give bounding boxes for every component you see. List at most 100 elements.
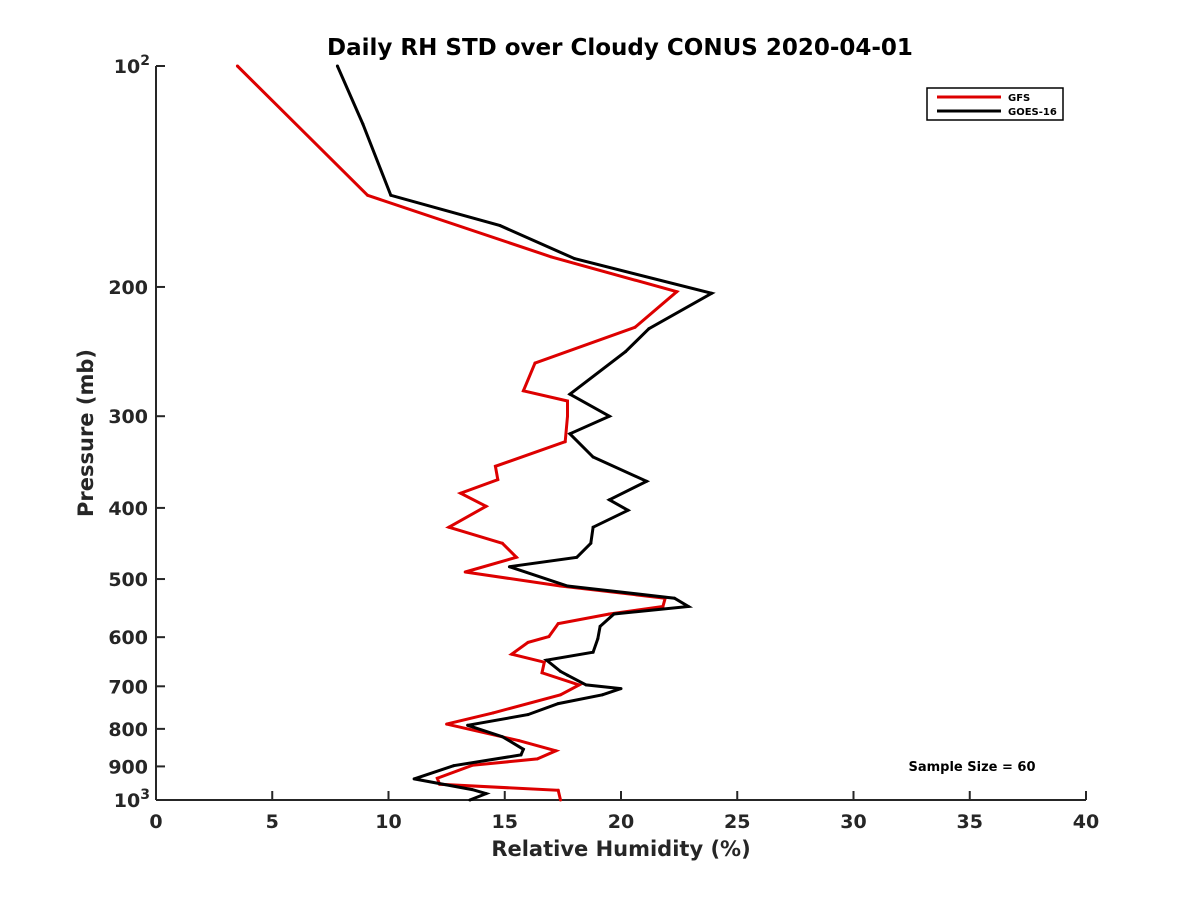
legend-label: GFS (1008, 93, 1030, 104)
y-axis-label: Pressure (mb) (74, 349, 98, 517)
data-point (556, 788, 560, 792)
y-tick-label: 700 (108, 676, 148, 698)
data-point (591, 455, 595, 459)
data-point (470, 763, 474, 767)
y-ticks: 102 200 300 400 500 600 700 800 900 103 (108, 53, 165, 812)
series-layer (235, 64, 716, 802)
data-point (675, 290, 679, 294)
data-point (468, 798, 472, 802)
data-point (556, 702, 560, 706)
data-point (566, 399, 569, 403)
data-point (412, 777, 416, 781)
data-point (435, 776, 439, 780)
data-point (526, 640, 530, 644)
x-axis-label: Relative Humidity (%) (491, 837, 750, 861)
data-point (598, 624, 602, 628)
data-point (496, 478, 500, 482)
data-point (500, 541, 504, 545)
series-goes-16 (335, 64, 716, 802)
legend-box (926, 87, 1064, 121)
data-point (498, 224, 502, 228)
data-point (607, 414, 611, 418)
data-point (463, 570, 467, 574)
data-point (600, 693, 604, 697)
data-point (645, 479, 649, 483)
data-point (514, 555, 518, 559)
y-tick-label: 400 (108, 498, 148, 520)
data-point (545, 658, 549, 662)
data-point (633, 325, 637, 329)
series-gfs (235, 64, 680, 802)
y-tick-label: 102 (114, 53, 150, 78)
x-tick-label: 0 (149, 811, 162, 833)
data-point (549, 255, 553, 259)
data-point (366, 193, 370, 197)
series-line (336, 65, 716, 802)
data-point (542, 660, 546, 664)
data-point (686, 605, 690, 608)
data-point (459, 491, 463, 495)
data-point (568, 392, 572, 396)
data-point (510, 652, 514, 656)
data-point (526, 713, 530, 717)
data-point (361, 122, 365, 126)
data-point (335, 64, 339, 68)
plot-area: 0 5 10 15 20 25 30 35 40 102 200 300 400 500 600 700 80… (108, 53, 1099, 833)
x-tick-label: 25 (724, 811, 750, 833)
data-point (607, 612, 611, 616)
sample-size-annotation: Sample Size = 60 (908, 760, 1035, 775)
data-point (607, 498, 611, 502)
data-point (559, 669, 562, 673)
x-tick-label: 35 (957, 811, 983, 833)
data-point (584, 683, 588, 687)
y-tick-label: 900 (108, 756, 148, 778)
data-point (589, 541, 593, 545)
data-point (235, 64, 239, 68)
series-line (236, 64, 680, 801)
data-point (591, 525, 595, 529)
data-point (566, 673, 569, 677)
x-tick-label: 10 (375, 811, 401, 833)
data-point (559, 693, 562, 697)
chart-title: Daily RH STD over Cloudy CONUS 2020-04-0… (327, 35, 913, 61)
data-point (500, 735, 504, 739)
data-point (517, 739, 521, 743)
data-point (591, 650, 595, 654)
data-point (484, 504, 488, 508)
data-point (554, 749, 558, 753)
data-point (519, 753, 523, 757)
data-point (566, 584, 569, 588)
legend: GFS GOES-16 (926, 87, 1064, 121)
data-point (389, 193, 393, 197)
x-tick-label: 30 (840, 811, 866, 833)
y-tick-label: 800 (108, 719, 148, 741)
data-point (573, 257, 576, 261)
data-point (535, 757, 539, 761)
data-point (470, 788, 474, 792)
data-point (563, 440, 567, 444)
data-point (575, 555, 579, 559)
data-point (507, 565, 511, 569)
data-point (466, 723, 470, 727)
data-point (612, 612, 616, 616)
x-tick-label: 15 (492, 811, 518, 833)
data-point (624, 350, 628, 354)
data-point (619, 687, 623, 691)
data-point (661, 605, 665, 608)
data-point (533, 361, 537, 365)
data-point (484, 792, 488, 796)
data-point (521, 389, 525, 393)
data-point (447, 525, 451, 529)
x-ticks: 0 5 10 15 20 25 30 35 40 (149, 791, 1099, 833)
y-tick-label: 200 (108, 277, 148, 299)
data-point (556, 622, 560, 626)
data-point (559, 798, 562, 802)
legend-label: GOES-16 (1008, 107, 1057, 118)
x-tick-label: 5 (266, 811, 279, 833)
data-point (493, 464, 497, 468)
y-tick-label: 500 (108, 569, 148, 591)
x-tick-label: 20 (608, 811, 634, 833)
data-point (647, 327, 651, 331)
y-tick-label: 103 (114, 787, 150, 812)
data-point (710, 291, 714, 295)
